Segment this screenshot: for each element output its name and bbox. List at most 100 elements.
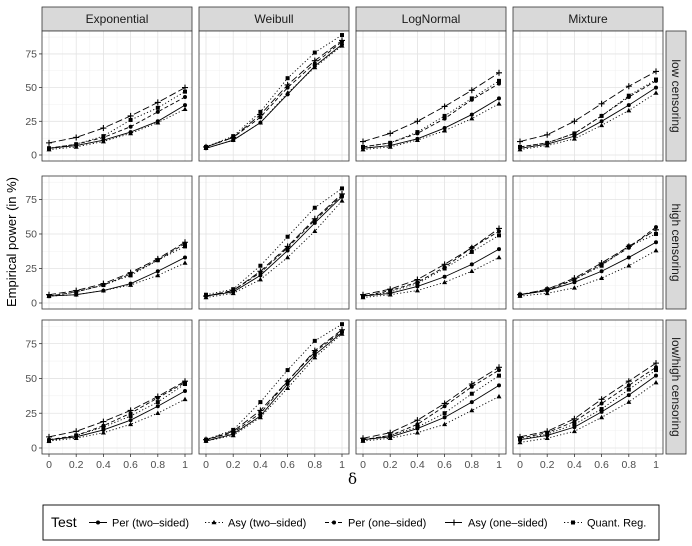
data-point xyxy=(469,400,474,405)
data-point xyxy=(414,276,421,283)
data-point xyxy=(100,430,106,435)
data-point xyxy=(128,282,134,287)
data-point xyxy=(155,258,160,263)
series-line-1 xyxy=(519,375,657,441)
data-point xyxy=(285,248,290,253)
series-line-1 xyxy=(48,104,186,149)
data-point xyxy=(599,414,605,420)
facet-strip-weibull xyxy=(198,6,350,32)
data-point xyxy=(469,96,474,101)
data-point xyxy=(258,273,263,278)
data-point xyxy=(182,396,188,402)
data-point xyxy=(339,331,345,336)
data-point xyxy=(154,393,161,400)
data-point xyxy=(285,368,290,373)
data-point xyxy=(469,116,475,121)
series-line-3 xyxy=(205,41,343,148)
data-point xyxy=(311,215,318,222)
x-tick-label: 1 xyxy=(496,459,502,471)
data-point xyxy=(654,240,658,245)
data-point xyxy=(183,89,187,94)
data-point xyxy=(284,243,291,250)
data-point xyxy=(361,294,365,299)
data-point xyxy=(572,131,577,136)
data-point xyxy=(100,287,106,293)
series-line-1 xyxy=(205,44,343,149)
data-point xyxy=(100,125,107,132)
data-point xyxy=(626,93,631,98)
series-line-5 xyxy=(519,79,657,148)
data-point xyxy=(155,120,161,125)
data-point xyxy=(182,239,188,246)
data-point xyxy=(654,85,658,90)
row-label-low-high-censoring: low/high censoring xyxy=(669,337,683,436)
data-point xyxy=(599,122,605,128)
data-point xyxy=(598,396,605,403)
panel-border xyxy=(198,175,350,310)
data-point xyxy=(128,421,134,427)
data-point xyxy=(183,255,187,260)
series-line-1 xyxy=(205,196,343,297)
data-point xyxy=(469,268,475,274)
data-point xyxy=(73,144,79,149)
data-point xyxy=(257,414,263,420)
data-point xyxy=(340,322,344,327)
panel-weibull-0 xyxy=(198,30,350,162)
data-point xyxy=(387,144,393,149)
data-point xyxy=(442,279,448,285)
series-line-5 xyxy=(205,34,343,148)
x-tick-label: 1 xyxy=(339,459,345,471)
data-point xyxy=(285,254,291,260)
x-tick-label: 0.2 xyxy=(69,459,84,471)
series-line-1 xyxy=(205,332,343,442)
y-tick-label: 50 xyxy=(25,229,37,241)
data-point xyxy=(469,391,474,396)
data-point xyxy=(625,378,632,385)
data-point xyxy=(312,64,318,70)
panel-border xyxy=(355,30,507,162)
x-tick-label: 0.4 xyxy=(567,459,582,471)
legend-key-marker-2 xyxy=(211,519,217,525)
data-point xyxy=(496,393,502,399)
data-point xyxy=(626,244,631,249)
data-point xyxy=(257,268,264,275)
data-point xyxy=(312,205,317,210)
row-strip-high-censoring xyxy=(665,175,687,310)
panel-border xyxy=(41,30,193,162)
y-tick-label: 25 xyxy=(25,263,37,275)
y-tick-label: 0 xyxy=(31,298,37,310)
panel-border xyxy=(41,175,193,310)
legend-key-marker-5 xyxy=(571,520,575,525)
series-line-3 xyxy=(362,369,500,441)
data-point xyxy=(257,120,263,125)
data-point xyxy=(285,385,291,390)
legend-box xyxy=(42,504,660,541)
series-line-3 xyxy=(205,330,343,441)
row-strip-low-censoring xyxy=(665,30,687,162)
data-point xyxy=(339,190,345,197)
data-point xyxy=(312,50,317,55)
data-point xyxy=(128,418,133,423)
x-tick-label: 0.6 xyxy=(437,459,452,471)
data-point xyxy=(545,140,550,145)
data-point xyxy=(469,249,474,254)
data-point xyxy=(360,138,366,145)
data-point xyxy=(284,378,291,385)
facet-label-weibull: Weibull xyxy=(254,12,293,26)
data-point xyxy=(231,427,236,432)
series-line-2 xyxy=(48,262,186,297)
data-point xyxy=(361,437,365,442)
y-tick-label: 50 xyxy=(25,82,37,94)
x-tick-label: 0 xyxy=(360,459,366,471)
data-point xyxy=(599,263,604,268)
data-point xyxy=(517,147,523,152)
data-point xyxy=(312,228,318,234)
series-line-1 xyxy=(362,248,500,297)
data-point xyxy=(497,78,501,83)
row-label-high-censoring: high censoring xyxy=(669,203,683,281)
data-point xyxy=(101,134,106,139)
x-tick-label: 0.6 xyxy=(594,459,609,471)
y-tick-label: 75 xyxy=(25,194,37,206)
panel-weibull-2 xyxy=(198,319,350,455)
data-point xyxy=(285,90,291,95)
